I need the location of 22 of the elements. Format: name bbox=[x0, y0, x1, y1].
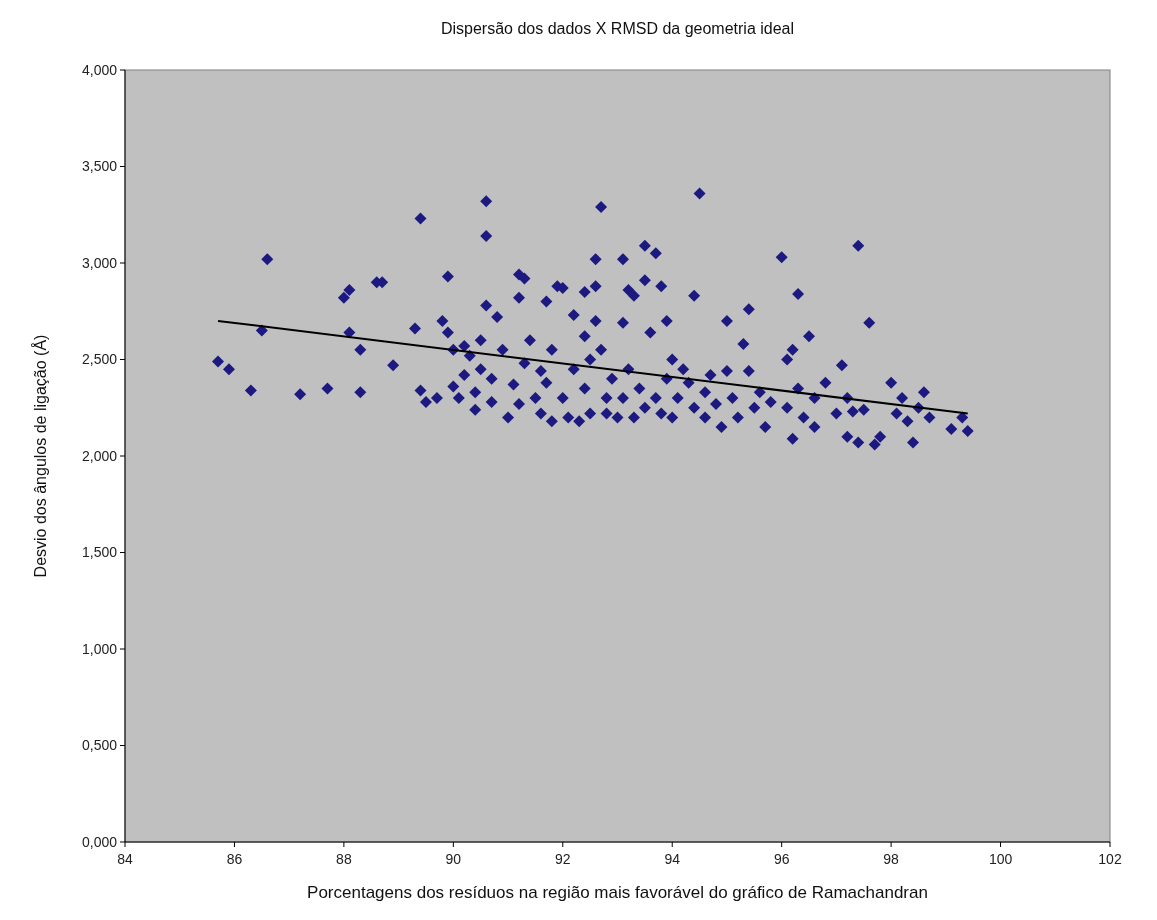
y-tick-label: 3,500 bbox=[81, 158, 118, 175]
x-axis-title: Porcentagens dos resíduos na região mais favorável do gráfico de Ramachandran bbox=[307, 883, 928, 902]
chart-title: Dispersão dos dados X RMSD da geometria ideal bbox=[440, 20, 795, 37]
y-tick-label: 0,000 bbox=[81, 833, 118, 850]
y-tick-label: 4,000 bbox=[81, 61, 118, 78]
y-axis-title: Desvio dos ângulos de ligação (Å) bbox=[31, 334, 49, 578]
y-tick-label: 2,500 bbox=[81, 351, 118, 368]
x-tick-label: 102 bbox=[1098, 851, 1122, 867]
x-tick-label: 98 bbox=[883, 851, 900, 867]
y-tick-label: 2,000 bbox=[81, 447, 118, 464]
y-tick-label: 0,500 bbox=[81, 737, 118, 754]
x-tick-label: 100 bbox=[988, 851, 1013, 867]
x-tick-label: 96 bbox=[773, 851, 790, 867]
x-tick-label: 88 bbox=[336, 851, 352, 867]
x-tick-label: 86 bbox=[226, 851, 243, 867]
y-tick-label: 3,000 bbox=[81, 254, 118, 271]
y-tick-label: 1,000 bbox=[81, 640, 118, 657]
x-tick-label: 90 bbox=[445, 851, 462, 867]
x-tick-label: 94 bbox=[664, 851, 681, 867]
y-tick-label: 1,500 bbox=[81, 544, 118, 561]
x-tick-label: 84 bbox=[117, 851, 133, 867]
x-tick-label: 92 bbox=[554, 851, 571, 867]
